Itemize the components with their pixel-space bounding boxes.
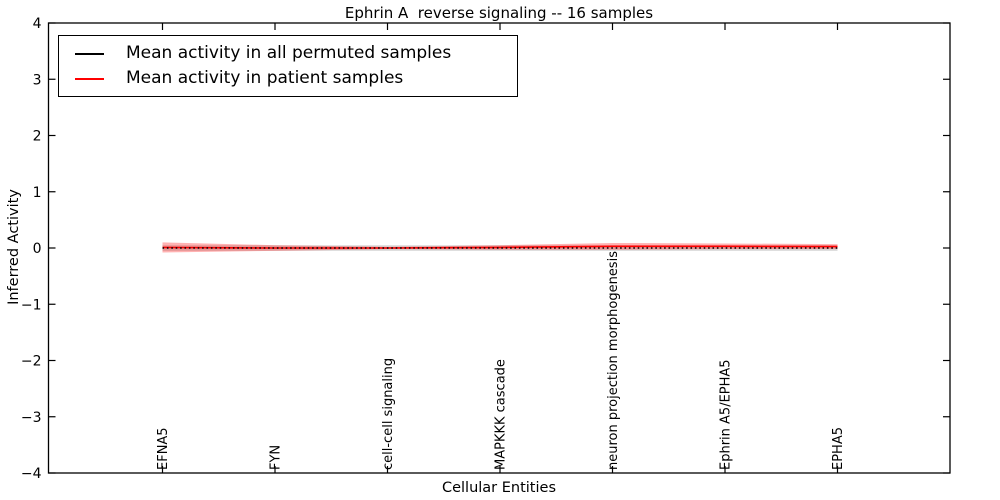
y-tick-label: −4 bbox=[21, 466, 42, 482]
x-tick-label: neuron projection morphogenesis bbox=[606, 251, 621, 470]
legend-item-patient: Mean activity in patient samples bbox=[75, 69, 509, 88]
y-tick-label: 2 bbox=[33, 129, 42, 145]
x-axis-label: Cellular Entities bbox=[441, 480, 557, 496]
legend: Mean activity in all permuted samples Me… bbox=[58, 35, 518, 97]
y-tick-label: −3 bbox=[21, 410, 42, 426]
x-tick-label: EPHA5 bbox=[831, 427, 846, 470]
y-tick-label: −2 bbox=[21, 354, 42, 370]
y-tick-label: 1 bbox=[33, 185, 42, 201]
y-axis-label: Inferred Activity bbox=[6, 189, 22, 305]
legend-item-permuted: Mean activity in all permuted samples bbox=[75, 44, 509, 63]
legend-line-permuted-icon bbox=[75, 52, 104, 55]
y-tick-label: 4 bbox=[33, 16, 42, 32]
x-tick-label: EFNA5 bbox=[156, 427, 171, 470]
x-tick-label: cell-cell signaling bbox=[381, 358, 396, 470]
legend-line-patient-icon bbox=[75, 77, 104, 80]
x-tick-label: MAPKKK cascade bbox=[494, 359, 509, 470]
x-tick-label: Ephrin A5/EPHA5 bbox=[719, 359, 734, 470]
y-tick-label: 3 bbox=[33, 72, 42, 88]
legend-label-patient: Mean activity in patient samples bbox=[126, 68, 404, 89]
series-line-patient bbox=[162, 245, 838, 249]
y-tick-label: 0 bbox=[33, 241, 42, 257]
chart-title: Ephrin A reverse signaling -- 16 samples bbox=[344, 4, 654, 22]
x-tick-label: FYN bbox=[269, 445, 284, 470]
legend-label-permuted: Mean activity in all permuted samples bbox=[126, 43, 452, 64]
y-tick-label: −1 bbox=[21, 297, 42, 313]
